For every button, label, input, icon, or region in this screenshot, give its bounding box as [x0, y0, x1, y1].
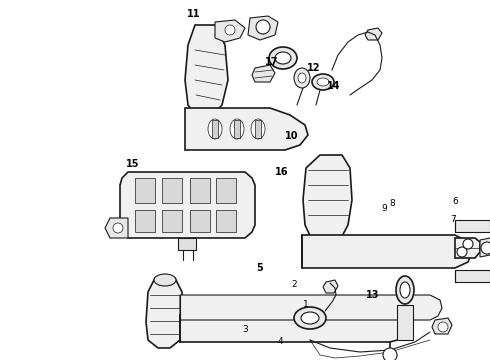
Text: 6: 6 — [453, 197, 459, 206]
Bar — [135, 178, 155, 203]
Text: 17: 17 — [265, 57, 279, 67]
Polygon shape — [215, 20, 245, 42]
Ellipse shape — [269, 47, 297, 69]
Text: 5: 5 — [256, 263, 263, 273]
Circle shape — [457, 247, 467, 257]
Polygon shape — [455, 220, 490, 232]
Polygon shape — [455, 238, 480, 258]
Ellipse shape — [301, 312, 319, 324]
Bar — [234, 120, 240, 138]
Polygon shape — [455, 270, 490, 282]
Text: 11: 11 — [187, 9, 200, 19]
Bar — [178, 238, 196, 250]
Ellipse shape — [294, 307, 326, 329]
Ellipse shape — [275, 52, 291, 64]
Bar — [135, 210, 155, 232]
Polygon shape — [323, 280, 338, 293]
Text: 3: 3 — [242, 325, 248, 334]
Bar — [212, 120, 218, 138]
Text: 4: 4 — [277, 338, 283, 346]
Ellipse shape — [400, 282, 410, 298]
Ellipse shape — [251, 119, 265, 139]
Polygon shape — [302, 235, 472, 268]
Polygon shape — [185, 25, 228, 118]
Bar — [216, 210, 236, 232]
Text: 16: 16 — [275, 167, 289, 177]
Bar — [162, 210, 182, 232]
Bar — [216, 178, 236, 203]
Polygon shape — [185, 108, 308, 150]
Polygon shape — [432, 318, 452, 334]
Ellipse shape — [294, 68, 310, 88]
Polygon shape — [146, 278, 184, 348]
Polygon shape — [180, 295, 442, 320]
Bar — [190, 178, 210, 203]
Text: 9: 9 — [381, 203, 387, 212]
Text: 15: 15 — [125, 159, 139, 169]
Ellipse shape — [396, 276, 414, 304]
Polygon shape — [480, 238, 490, 257]
Polygon shape — [252, 65, 275, 82]
Text: 8: 8 — [389, 198, 395, 207]
Circle shape — [463, 239, 473, 249]
Text: 7: 7 — [450, 215, 456, 224]
Text: 1: 1 — [303, 300, 309, 309]
Polygon shape — [105, 218, 128, 238]
Circle shape — [438, 322, 448, 332]
Circle shape — [225, 25, 235, 35]
Ellipse shape — [230, 119, 244, 139]
Polygon shape — [120, 172, 255, 238]
Ellipse shape — [312, 74, 334, 90]
Circle shape — [481, 242, 490, 254]
Ellipse shape — [154, 274, 176, 286]
Bar — [190, 210, 210, 232]
Ellipse shape — [298, 73, 306, 83]
Circle shape — [383, 348, 397, 360]
Bar — [397, 305, 413, 340]
Polygon shape — [180, 315, 410, 342]
Polygon shape — [365, 28, 382, 40]
Ellipse shape — [208, 119, 222, 139]
Bar — [162, 178, 182, 203]
Circle shape — [256, 20, 270, 34]
Text: 13: 13 — [366, 290, 379, 300]
Text: 14: 14 — [326, 81, 340, 91]
Polygon shape — [303, 155, 352, 245]
Text: 10: 10 — [285, 131, 298, 141]
Ellipse shape — [317, 78, 329, 86]
Circle shape — [113, 223, 123, 233]
Bar — [255, 120, 261, 138]
Polygon shape — [248, 16, 278, 40]
Text: 12: 12 — [307, 63, 320, 73]
Text: 2: 2 — [291, 280, 297, 289]
